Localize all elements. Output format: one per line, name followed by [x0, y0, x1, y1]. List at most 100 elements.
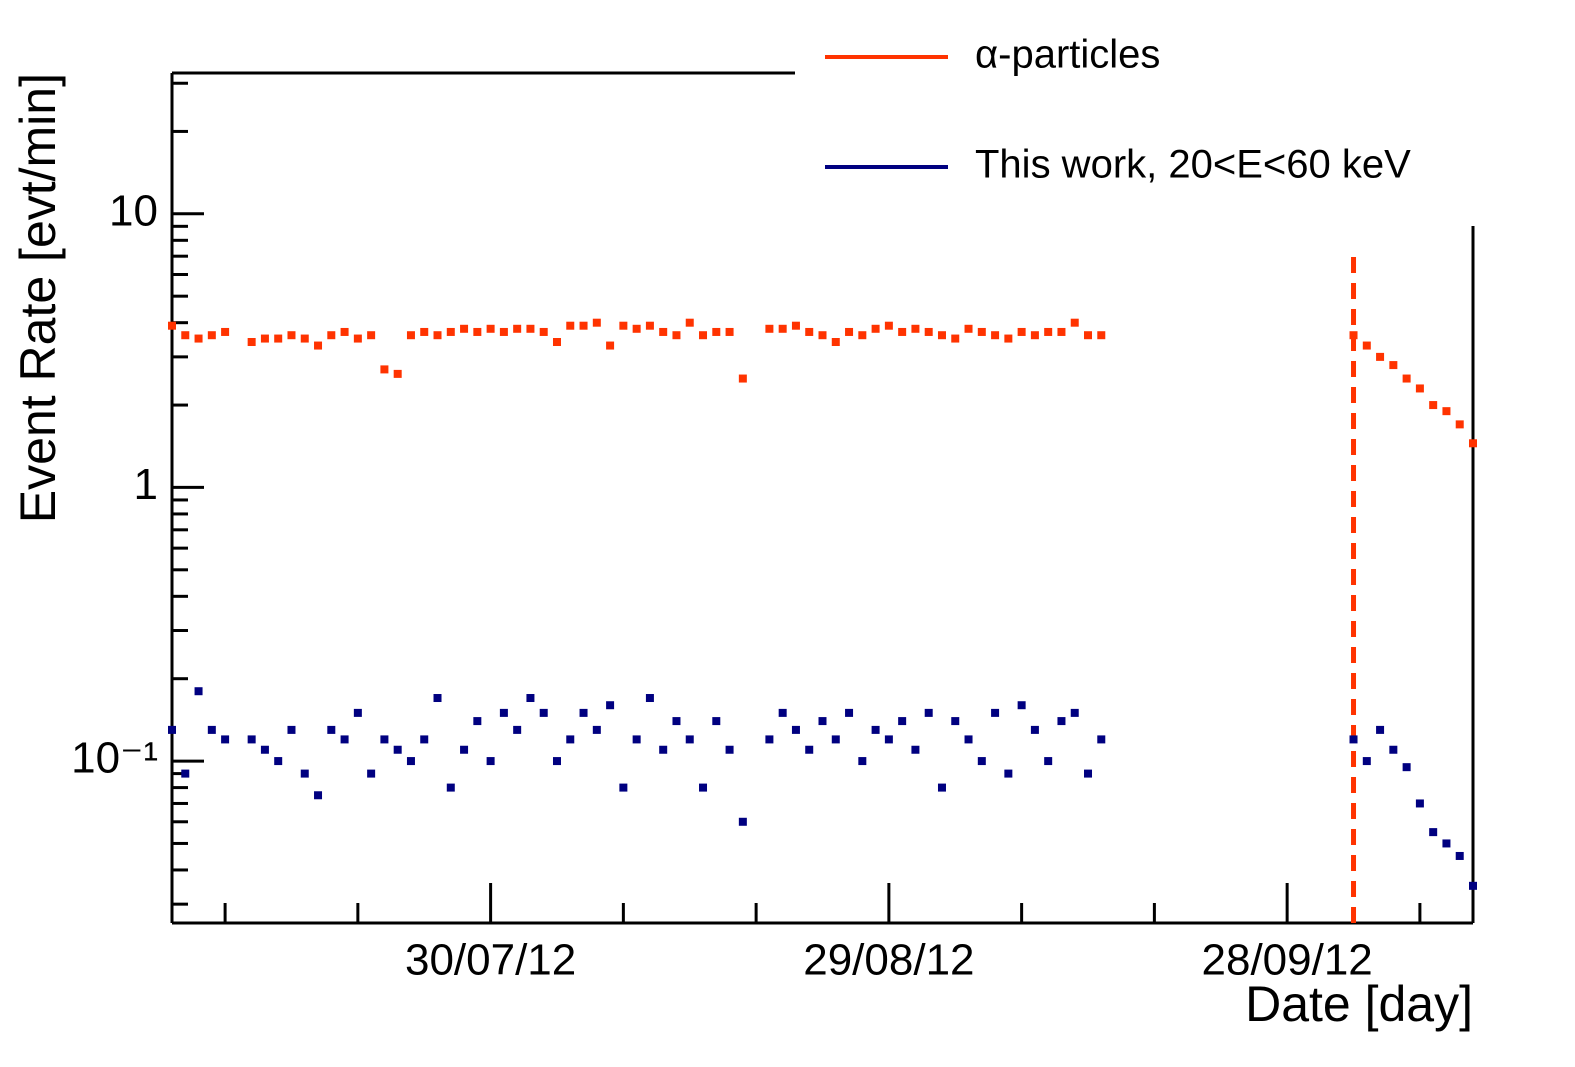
- point: [406, 331, 415, 340]
- point: [659, 327, 668, 336]
- point: [420, 735, 429, 744]
- point: [380, 735, 389, 744]
- point: [725, 745, 734, 754]
- point: [1349, 735, 1358, 744]
- point: [1070, 708, 1079, 717]
- point: [499, 327, 508, 336]
- point: [592, 318, 601, 327]
- point: [699, 783, 708, 792]
- point: [1442, 839, 1451, 848]
- point: [473, 717, 482, 726]
- point: [791, 725, 800, 734]
- point: [314, 791, 323, 800]
- point: [274, 334, 283, 343]
- point: [659, 745, 668, 754]
- point: [566, 321, 575, 330]
- point: [818, 717, 827, 726]
- point: [1429, 828, 1438, 837]
- point: [552, 757, 561, 766]
- point: [884, 735, 893, 744]
- point: [473, 327, 482, 336]
- point: [1057, 717, 1066, 726]
- point: [898, 327, 907, 336]
- point: [260, 334, 269, 343]
- point: [1442, 407, 1451, 416]
- point: [499, 708, 508, 717]
- point: [1469, 439, 1477, 448]
- point: [486, 757, 495, 766]
- point: [181, 769, 190, 778]
- point: [937, 783, 946, 792]
- point: [738, 817, 747, 826]
- point: [964, 735, 973, 744]
- y-tick-label: 1: [134, 460, 158, 509]
- point: [831, 735, 840, 744]
- point: [168, 321, 176, 330]
- point: [579, 321, 588, 330]
- point: [1402, 374, 1411, 383]
- point: [566, 735, 575, 744]
- point: [924, 327, 933, 336]
- point: [181, 331, 190, 340]
- point: [1017, 327, 1026, 336]
- point: [951, 334, 960, 343]
- point: [977, 327, 986, 336]
- point: [1362, 757, 1371, 766]
- point: [367, 769, 376, 778]
- point: [845, 327, 854, 336]
- point: [1429, 401, 1438, 410]
- point: [486, 324, 495, 333]
- point: [1415, 799, 1424, 808]
- point: [340, 327, 349, 336]
- point: [592, 725, 601, 734]
- point: [818, 331, 827, 340]
- point: [765, 735, 774, 744]
- point: [778, 708, 787, 717]
- point: [1004, 769, 1013, 778]
- point: [300, 769, 309, 778]
- point: [884, 321, 893, 330]
- point: [300, 334, 309, 343]
- point: [672, 717, 681, 726]
- x-axis-title: Date [day]: [1245, 976, 1473, 1032]
- point: [327, 725, 336, 734]
- point: [221, 735, 230, 744]
- point: [871, 725, 880, 734]
- point: [1097, 331, 1106, 340]
- point: [712, 327, 721, 336]
- point: [632, 735, 641, 744]
- point: [353, 334, 362, 343]
- point: [672, 331, 681, 340]
- point: [871, 324, 880, 333]
- x-tick-label: 29/08/12: [803, 936, 974, 985]
- point: [513, 725, 522, 734]
- point: [1084, 331, 1093, 340]
- point: [539, 327, 548, 336]
- point: [314, 341, 323, 350]
- point: [526, 324, 535, 333]
- point: [353, 708, 362, 717]
- point: [911, 324, 920, 333]
- point: [1084, 769, 1093, 778]
- point: [606, 701, 615, 710]
- point: [207, 331, 216, 340]
- point: [911, 745, 920, 754]
- point: [460, 324, 469, 333]
- point: [964, 324, 973, 333]
- point: [619, 783, 628, 792]
- point: [1057, 327, 1066, 336]
- point: [460, 745, 469, 754]
- point: [1376, 725, 1385, 734]
- point: [778, 324, 787, 333]
- point: [327, 331, 336, 340]
- point: [606, 341, 615, 350]
- point: [579, 708, 588, 717]
- y-tick-label: 10: [109, 186, 158, 235]
- point: [805, 745, 814, 754]
- point: [845, 708, 854, 717]
- point: [393, 745, 402, 754]
- point: [1030, 725, 1039, 734]
- point: [446, 327, 455, 336]
- point: [924, 708, 933, 717]
